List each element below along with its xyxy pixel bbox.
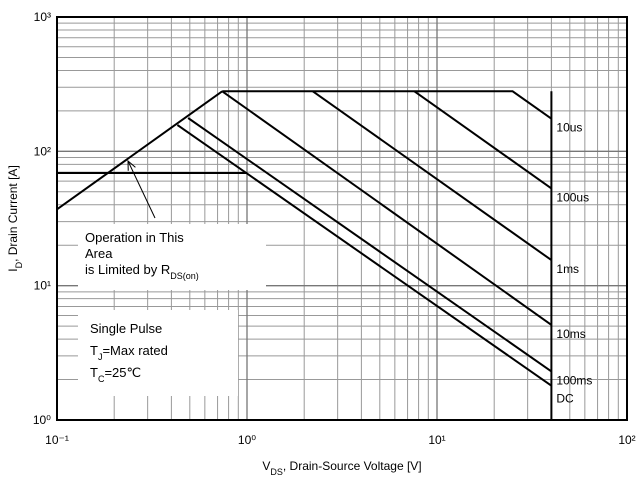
series-label: 10us bbox=[556, 121, 582, 135]
x-tick-label: 10² bbox=[618, 433, 635, 447]
labels: 10⁻¹ 10⁰ 10¹ 10² 10⁰ 10¹ 10² 10³ 10us 100us 1ms 10m… bbox=[6, 10, 636, 477]
text-part: T bbox=[90, 365, 98, 380]
x-tick-label: 10⁰ bbox=[238, 433, 256, 447]
text-part: , Drain-Source Voltage [V] bbox=[283, 459, 422, 473]
y-axis-label: ID, Drain Current [A] bbox=[6, 165, 24, 272]
x-tick-label: 10⁻¹ bbox=[45, 433, 69, 447]
series-label: 100ms bbox=[556, 373, 592, 387]
text-part: is Limited by R bbox=[85, 262, 170, 277]
subscript: C bbox=[98, 374, 105, 384]
arrow bbox=[128, 161, 156, 219]
series-label: 10ms bbox=[556, 327, 585, 341]
annotation: TJ=Max rated bbox=[90, 343, 168, 362]
annotation-box bbox=[78, 224, 266, 290]
subscript: D bbox=[14, 261, 24, 268]
subscript: DS(on) bbox=[170, 271, 199, 281]
plot-frame bbox=[56, 16, 628, 421]
text-part: =Max rated bbox=[102, 343, 167, 358]
y-tick-label: 10¹ bbox=[34, 279, 51, 293]
y-tick-label: 10³ bbox=[34, 10, 51, 24]
series-label: 1ms bbox=[556, 262, 579, 276]
series-label: DC bbox=[556, 392, 574, 406]
x-tick-label: 10¹ bbox=[428, 433, 445, 447]
annotation: is Limited by RDS(on) bbox=[85, 262, 199, 281]
y-tick-label: 10² bbox=[34, 144, 51, 158]
text-part: Area bbox=[85, 246, 113, 261]
grid bbox=[56, 16, 628, 421]
annotation: Operation in This bbox=[85, 230, 184, 245]
x-axis-label: VDS, Drain-Source Voltage [V] bbox=[262, 459, 421, 477]
series-line bbox=[176, 124, 552, 387]
lines bbox=[56, 90, 553, 420]
subscript: DS bbox=[270, 467, 283, 477]
subscript: J bbox=[98, 352, 103, 362]
limit-line bbox=[56, 90, 223, 211]
series-line bbox=[222, 90, 552, 120]
annotation-box bbox=[78, 310, 238, 396]
text-part: , Drain Current [A] bbox=[6, 165, 20, 262]
annotation: Single Pulse bbox=[90, 321, 162, 336]
series-line bbox=[312, 90, 552, 261]
text-part: V bbox=[262, 459, 270, 473]
series-line bbox=[187, 117, 552, 373]
series-line bbox=[221, 90, 552, 326]
annotation: TC=25℃ bbox=[90, 365, 141, 384]
series-line bbox=[413, 90, 552, 190]
series-label: 100us bbox=[556, 190, 589, 204]
text-part: I bbox=[6, 268, 20, 271]
text-part: T bbox=[90, 343, 98, 358]
y-tick-label: 10⁰ bbox=[33, 413, 51, 427]
text-part: =25℃ bbox=[104, 365, 141, 380]
text-part: Single Pulse bbox=[90, 321, 162, 336]
text-part: Operation in This bbox=[85, 230, 184, 245]
annotation: Area bbox=[85, 246, 113, 261]
